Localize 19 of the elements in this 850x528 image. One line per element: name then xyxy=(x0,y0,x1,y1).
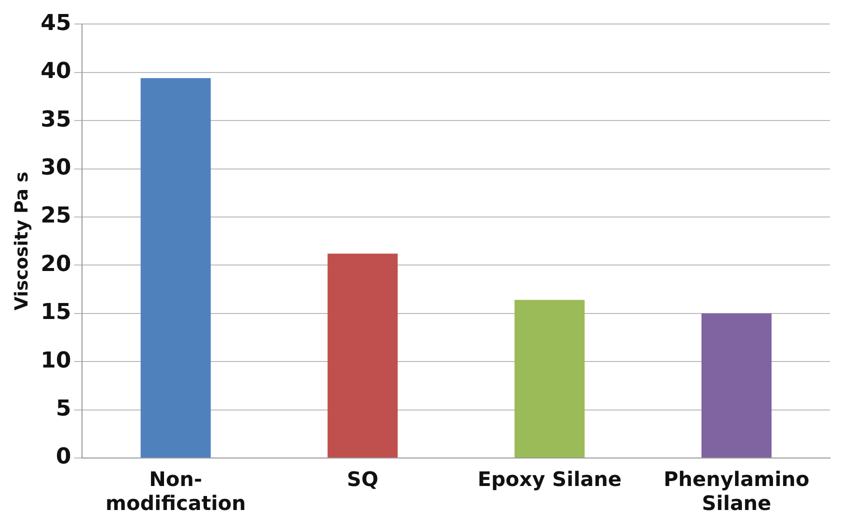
x-tick-label: Phenylamino Silane xyxy=(664,467,810,516)
y-tick-label: 5 xyxy=(56,396,72,422)
y-tick-label: 15 xyxy=(40,300,72,326)
y-tick-label: 45 xyxy=(40,10,72,36)
bar xyxy=(328,254,398,458)
x-tick-label: Epoxy Silane xyxy=(478,467,622,492)
y-tick-label: 20 xyxy=(40,252,72,277)
y-tick-label: 25 xyxy=(40,204,72,229)
bar xyxy=(701,313,772,458)
bar xyxy=(140,78,211,458)
y-tick-label: 0 xyxy=(56,444,72,470)
y-tick-label: 10 xyxy=(40,348,72,374)
y-tick-label: 35 xyxy=(40,107,72,132)
y-tick-label: 40 xyxy=(40,59,72,84)
x-tick-label: SQ xyxy=(346,467,378,492)
bar xyxy=(514,300,585,458)
y-tick-label: 30 xyxy=(40,156,72,181)
x-tick-label: Non- modification xyxy=(106,467,246,516)
y-axis-title: Viscosity Pa s xyxy=(11,172,32,311)
